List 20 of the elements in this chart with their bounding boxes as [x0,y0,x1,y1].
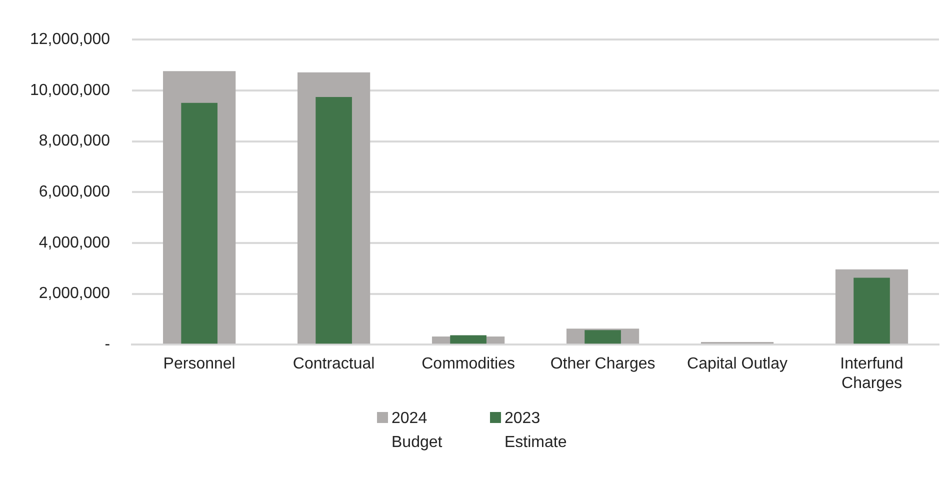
y-tick-label: - [104,336,110,354]
x-tick-label: Personnel [163,356,236,373]
y-tick-label: 6,000,000 [38,184,110,201]
bar [854,278,890,344]
x-tick-label: Capital Outlay [687,356,788,373]
bar [181,102,218,344]
y-tick-label: 10,000,000 [30,82,110,99]
y-tick-label: 8,000,000 [38,132,110,150]
x-tick-label: Other Charges [550,356,656,373]
bar [584,330,621,344]
y-tick-label: 4,000,000 [38,234,110,252]
y-tick-label: 2,000,000 [38,285,110,302]
x-tick-label: Contractual [292,356,375,373]
bar [450,335,486,344]
legend-label: 2023 Estimate [504,409,568,453]
bar [316,97,352,344]
y-tick-label: 12,000,000 [30,31,110,48]
legend-label: 2024 Budget [392,409,444,453]
x-tick-label: Interfund Charges [840,356,904,392]
x-tick-label: Commodities [422,356,515,373]
